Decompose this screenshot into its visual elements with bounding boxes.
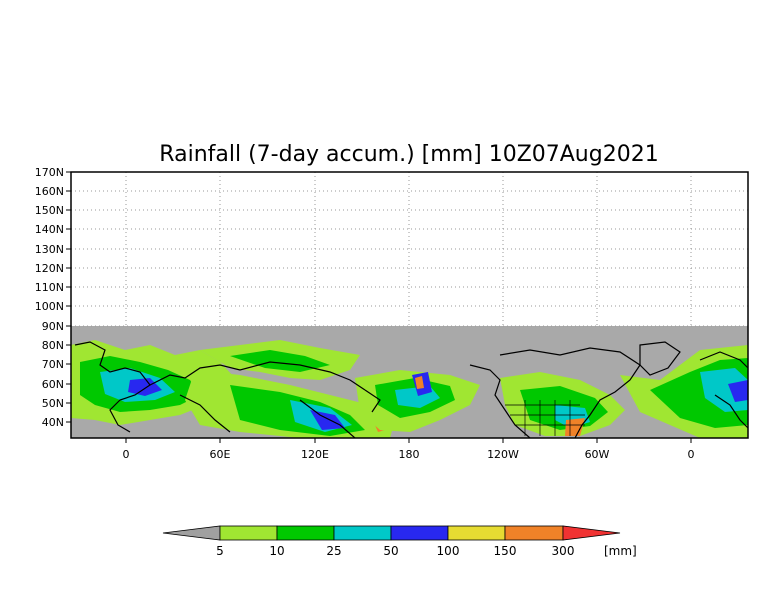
- map-title: Rainfall (7-day accum.) [mm] 10Z07Aug202…: [159, 142, 658, 167]
- colorbar-swatch: [504, 525, 564, 541]
- x-tick-label: 0: [688, 448, 695, 461]
- y-tick-label: 60N: [42, 378, 64, 391]
- x-tick-marks: [125, 438, 692, 443]
- colorbar: 5 10 25 50 100 150 300 [mm]: [162, 525, 637, 558]
- y-tick-label: 40N: [42, 416, 64, 429]
- y-tick-label: 170N: [35, 166, 64, 179]
- y-tick-label: 140N: [35, 223, 64, 236]
- x-tick-label: 180: [399, 448, 420, 461]
- colorbar-swatch: [276, 525, 335, 541]
- x-tick-label: 60E: [210, 448, 231, 461]
- y-tick-label: 50N: [42, 397, 64, 410]
- colorbar-label: 25: [326, 544, 341, 558]
- colorbar-label: 100: [437, 544, 460, 558]
- y-tick-label: 70N: [42, 358, 64, 371]
- y-tick-label: 150N: [35, 204, 64, 217]
- y-tick-label: 160N: [35, 185, 64, 198]
- colorbar-label: 150: [494, 544, 517, 558]
- colorbar-swatch: [447, 525, 506, 541]
- colorbar-swatch: [333, 525, 392, 541]
- x-tick-label: 60W: [585, 448, 610, 461]
- x-tick-label: 120E: [301, 448, 329, 461]
- y-tick-label: 120N: [35, 262, 64, 275]
- colorbar-swatch: [390, 525, 449, 541]
- rainfall-shading: [71, 340, 748, 438]
- y-tick-labels: 170N 160N 150N 140N 130N 120N 110N 100N …: [35, 166, 64, 429]
- colorbar-swatch: [219, 525, 278, 541]
- coastlines: [74, 341, 748, 438]
- colorbar-unit: [mm]: [604, 544, 637, 558]
- colorbar-label: 300: [552, 544, 575, 558]
- y-tick-label: 90N: [42, 320, 64, 333]
- y-tick-label: 110N: [35, 281, 64, 294]
- colorbar-high-arrow: [562, 525, 621, 541]
- colorbar-label: 10: [269, 544, 284, 558]
- x-tick-label: 0: [123, 448, 130, 461]
- colorbar-low-arrow: [162, 525, 221, 541]
- plot-area: [71, 172, 748, 438]
- y-tick-marks: [66, 171, 71, 423]
- colorbar-label: 50: [383, 544, 398, 558]
- y-tick-label: 130N: [35, 243, 64, 256]
- x-tick-labels: 0 60E 120E 180 120W 60W 0: [123, 448, 695, 461]
- x-tick-label: 120W: [487, 448, 519, 461]
- gridlines: [71, 172, 748, 327]
- y-tick-label: 100N: [35, 300, 64, 313]
- y-tick-label: 80N: [42, 339, 64, 352]
- colorbar-label: 5: [216, 544, 224, 558]
